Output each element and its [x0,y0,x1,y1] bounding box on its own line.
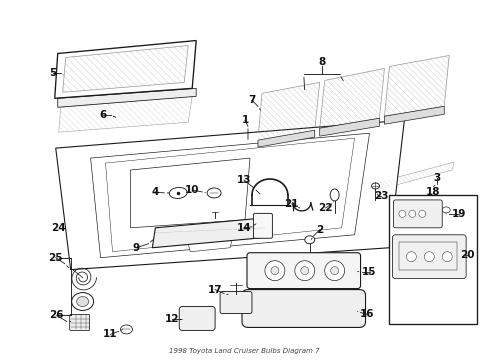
Ellipse shape [120,325,132,334]
Text: 16: 16 [360,310,374,319]
FancyBboxPatch shape [242,289,365,328]
FancyBboxPatch shape [179,306,215,330]
Text: 23: 23 [373,191,388,201]
Ellipse shape [304,236,314,244]
Polygon shape [90,133,369,258]
Polygon shape [377,162,453,190]
Polygon shape [319,68,384,128]
Polygon shape [62,45,188,92]
Text: 17: 17 [207,284,222,294]
Circle shape [424,252,433,262]
Text: 4: 4 [151,187,159,197]
Polygon shape [130,158,249,228]
Polygon shape [258,82,319,140]
Text: 7: 7 [248,95,255,105]
Circle shape [408,210,415,217]
Circle shape [441,252,451,262]
Circle shape [264,261,285,280]
FancyBboxPatch shape [69,315,89,330]
Text: 2: 2 [315,225,323,235]
Bar [399,242,456,270]
Bar [388,195,476,324]
Polygon shape [58,88,196,107]
Text: 21: 21 [284,199,299,209]
Text: 6: 6 [99,110,106,120]
Ellipse shape [329,189,339,201]
Text: 20: 20 [459,250,473,260]
Polygon shape [105,138,354,252]
Circle shape [270,267,278,275]
Circle shape [324,261,344,280]
Text: 25: 25 [48,253,63,263]
Ellipse shape [207,188,221,198]
Ellipse shape [441,207,449,213]
Text: 9: 9 [133,243,140,253]
Text: 22: 22 [318,203,332,213]
Text: 5: 5 [49,68,56,78]
FancyBboxPatch shape [220,292,251,314]
Polygon shape [185,228,235,252]
Text: 24: 24 [51,223,66,233]
Polygon shape [258,130,314,147]
Text: 26: 26 [49,310,64,320]
Ellipse shape [77,297,88,306]
Polygon shape [152,218,264,248]
Text: 19: 19 [451,209,466,219]
Polygon shape [56,120,404,270]
FancyBboxPatch shape [392,235,465,279]
Circle shape [294,261,314,280]
Text: 15: 15 [362,267,376,276]
Text: 8: 8 [317,58,325,67]
Polygon shape [384,106,443,124]
Circle shape [418,210,425,217]
Text: 1: 1 [241,115,248,125]
Ellipse shape [169,188,187,198]
Text: 14: 14 [236,223,251,233]
Ellipse shape [72,293,93,310]
Text: 12: 12 [164,314,179,324]
Polygon shape [319,118,379,136]
Text: 11: 11 [103,329,118,339]
Polygon shape [384,55,448,116]
FancyBboxPatch shape [393,200,441,228]
Circle shape [300,267,308,275]
Text: 1998 Toyota Land Cruiser Bulbs Diagram 7: 1998 Toyota Land Cruiser Bulbs Diagram 7 [168,348,319,354]
Text: 3: 3 [433,173,440,183]
FancyBboxPatch shape [246,253,360,289]
Polygon shape [59,96,192,132]
Text: 13: 13 [236,175,251,185]
Text: 10: 10 [184,185,199,195]
Circle shape [398,210,405,217]
Circle shape [330,267,338,275]
Circle shape [406,252,415,262]
Ellipse shape [371,183,379,189]
Text: 18: 18 [425,187,440,197]
FancyBboxPatch shape [253,213,272,238]
